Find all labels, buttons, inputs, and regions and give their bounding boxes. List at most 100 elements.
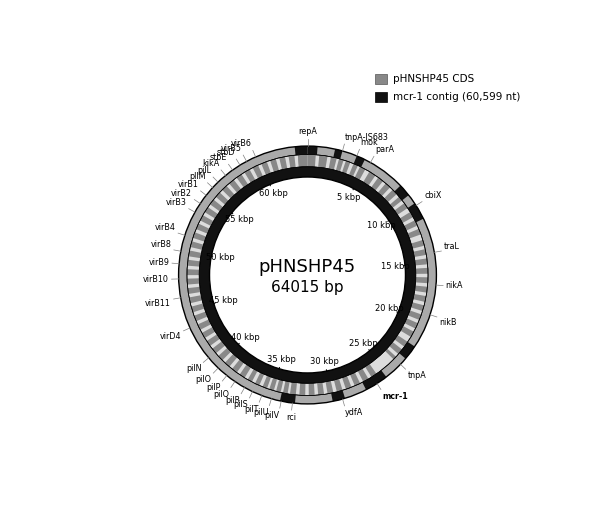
Wedge shape [295, 146, 308, 155]
Text: traL: traL [444, 241, 460, 251]
Wedge shape [255, 373, 264, 386]
Wedge shape [188, 287, 200, 294]
Wedge shape [362, 371, 386, 390]
Text: pilR: pilR [225, 396, 240, 405]
Text: mcr-1 contig (60,599 nt): mcr-1 contig (60,599 nt) [392, 92, 520, 102]
Text: 30 kbp: 30 kbp [310, 357, 339, 366]
Wedge shape [331, 390, 345, 401]
Wedge shape [411, 302, 424, 311]
Text: parA: parA [375, 145, 394, 154]
Wedge shape [263, 375, 271, 389]
Text: ydfA: ydfA [345, 408, 364, 417]
Wedge shape [413, 294, 426, 302]
Wedge shape [415, 285, 427, 293]
Text: virB6: virB6 [231, 139, 252, 148]
Text: pIIM: pIIM [189, 172, 206, 181]
Text: cbiX: cbiX [424, 191, 442, 200]
Wedge shape [353, 156, 365, 167]
Text: virB2: virB2 [171, 189, 192, 198]
Text: virB11: virB11 [145, 299, 171, 308]
Text: pilS: pilS [233, 400, 248, 409]
Wedge shape [261, 161, 271, 175]
Wedge shape [200, 215, 214, 226]
Wedge shape [298, 155, 304, 167]
Wedge shape [308, 155, 316, 167]
Text: pilQ: pilQ [214, 390, 229, 399]
Wedge shape [244, 169, 256, 183]
Wedge shape [389, 342, 402, 354]
Text: 25 kbp: 25 kbp [349, 339, 378, 348]
Text: stbE: stbE [209, 153, 227, 162]
Text: kikA: kikA [202, 159, 220, 168]
Text: virB9: virB9 [148, 258, 169, 267]
Text: 10 kbp: 10 kbp [367, 222, 395, 230]
Wedge shape [317, 382, 324, 395]
Wedge shape [218, 348, 231, 360]
Wedge shape [189, 295, 202, 303]
Wedge shape [193, 233, 206, 242]
Wedge shape [415, 258, 428, 265]
Wedge shape [212, 342, 225, 353]
Wedge shape [280, 393, 296, 403]
Wedge shape [225, 354, 237, 367]
Text: repA: repA [298, 127, 317, 136]
Wedge shape [190, 241, 203, 250]
Text: virB3: virB3 [166, 198, 187, 208]
Wedge shape [199, 167, 416, 383]
Text: 35 kbp: 35 kbp [268, 355, 296, 364]
Wedge shape [229, 180, 241, 193]
Wedge shape [299, 383, 305, 395]
Wedge shape [413, 249, 427, 257]
Text: tnpA: tnpA [407, 371, 426, 380]
Text: virB1: virB1 [178, 180, 199, 189]
Text: pilO: pilO [196, 375, 212, 384]
Wedge shape [279, 157, 287, 170]
Text: pHNSHP45 CDS: pHNSHP45 CDS [392, 74, 474, 84]
Wedge shape [210, 200, 223, 211]
Wedge shape [191, 304, 205, 312]
Wedge shape [318, 155, 328, 168]
Text: pilU: pilU [253, 408, 269, 417]
Wedge shape [236, 174, 248, 187]
Text: pilN: pilN [186, 364, 202, 373]
Wedge shape [187, 278, 200, 284]
Text: pilT: pilT [244, 405, 259, 414]
Wedge shape [350, 373, 360, 386]
Wedge shape [342, 161, 350, 174]
Text: pilP: pilP [206, 383, 221, 392]
Wedge shape [407, 229, 421, 238]
Wedge shape [390, 197, 402, 208]
Text: virB4: virB4 [155, 223, 176, 233]
Wedge shape [408, 203, 424, 222]
Text: 40 kbp: 40 kbp [231, 333, 259, 342]
Wedge shape [269, 378, 277, 391]
Wedge shape [404, 318, 418, 329]
Wedge shape [349, 163, 358, 176]
Wedge shape [395, 335, 408, 347]
Wedge shape [365, 364, 376, 377]
Text: nikB: nikB [439, 318, 457, 327]
Text: pilL: pilL [197, 166, 211, 175]
Text: 55 kbp: 55 kbp [225, 214, 254, 224]
Wedge shape [384, 190, 397, 202]
Wedge shape [400, 326, 414, 337]
Wedge shape [188, 251, 202, 258]
Wedge shape [187, 269, 199, 275]
Wedge shape [404, 220, 418, 230]
Wedge shape [385, 348, 396, 359]
Wedge shape [308, 383, 314, 395]
Wedge shape [194, 311, 208, 321]
Wedge shape [416, 268, 428, 274]
Wedge shape [363, 172, 376, 185]
Wedge shape [205, 207, 218, 218]
Wedge shape [187, 155, 428, 395]
Wedge shape [416, 277, 428, 283]
Wedge shape [336, 159, 344, 172]
Text: virB8: virB8 [151, 240, 171, 250]
Wedge shape [276, 379, 283, 392]
Text: virB10: virB10 [143, 275, 169, 284]
Text: 5 kbp: 5 kbp [337, 193, 361, 201]
Wedge shape [400, 212, 413, 223]
Wedge shape [308, 146, 317, 155]
Text: 60 kbp: 60 kbp [259, 189, 288, 198]
